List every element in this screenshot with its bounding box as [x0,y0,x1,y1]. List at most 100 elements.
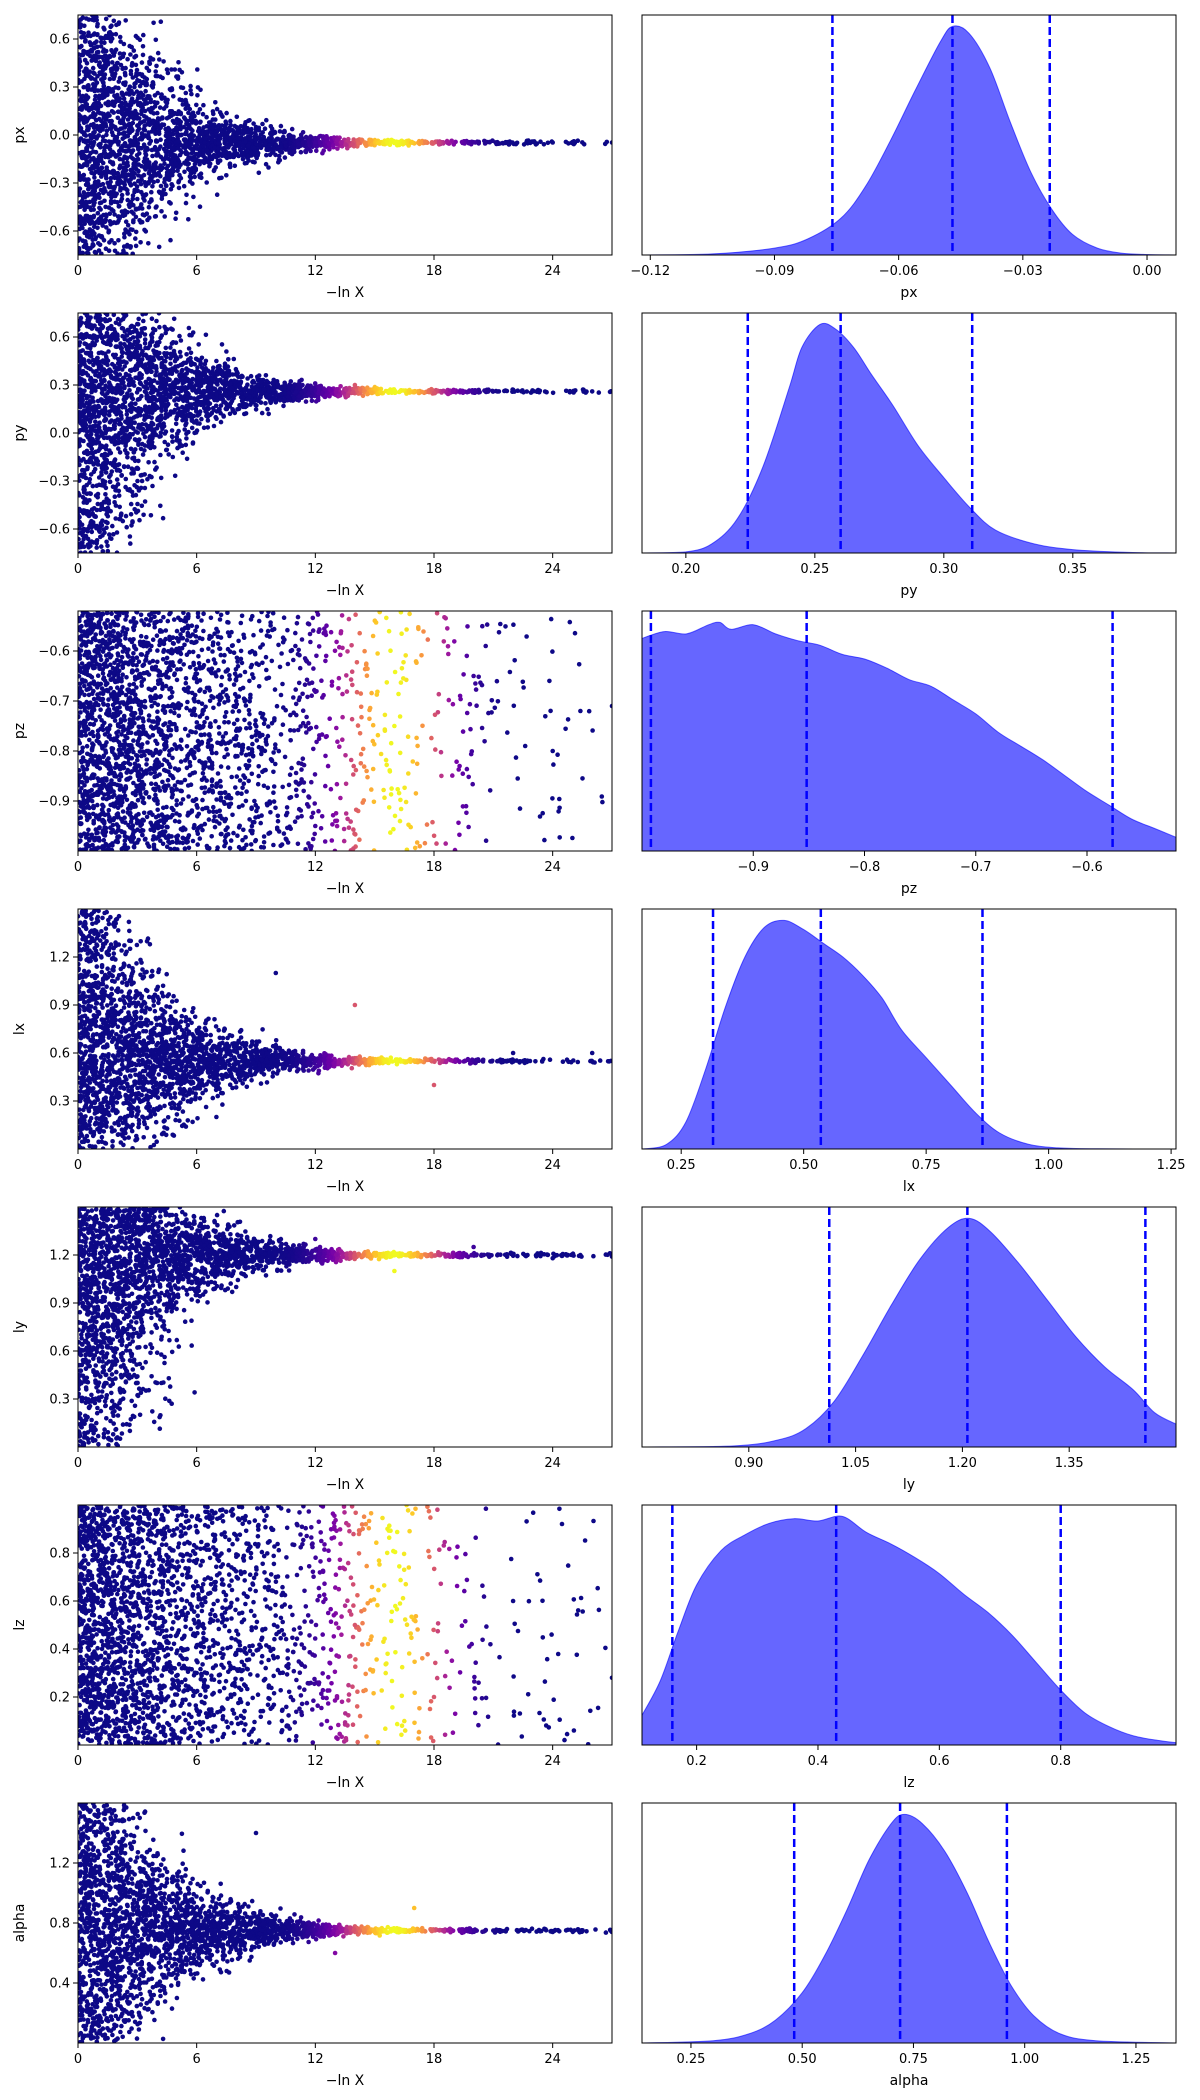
x-tick-label: 24 [544,2052,561,2067]
x-tick-label: −0.6 [1071,860,1103,875]
density-area [642,1515,1176,1745]
x-tick-label: 24 [544,1456,561,1471]
y-tick-label: −0.7 [38,695,70,710]
axes-frame [77,312,613,554]
x-tick-label: 18 [426,860,443,875]
y-tick-label: 0.9 [49,1297,70,1312]
sample-point [411,1905,417,1911]
sample-point [105,1808,110,1813]
y-tick-label: −0.6 [38,225,70,240]
x-tick-label: 0.50 [789,1158,818,1173]
sample-point [609,1675,612,1681]
marginal-panel-px: −0.12 −0.09 −0.06 −0.03 0.00 px [630,14,1177,301]
y-tick-label: −0.6 [38,523,70,538]
x-tick-label: 6 [193,2052,201,2067]
axes-frame [77,908,613,1150]
sample-point [471,673,476,679]
sample-point [510,1050,516,1056]
x-tick-label: 6 [193,562,201,577]
sample-point [253,124,259,130]
sample-point [431,1694,437,1700]
trace-panel-pz: 0 6 12 18 24 −0.9 −0.8 −0.7 −0.6 −ln X pz [12,610,613,897]
x-tick-label: 24 [544,1158,561,1173]
x-tick-label: 0.8 [1050,1754,1071,1769]
x-tick-label: 0 [74,264,82,279]
x-tick-label: −0.03 [1003,264,1043,279]
sample-cloud [78,1505,612,1745]
x-tick-label: 18 [426,264,443,279]
x-tick-label: 1.00 [1010,2052,1039,2067]
y-tick-label: 0.6 [49,1345,70,1360]
x-tick-label: 0 [74,1456,82,1471]
sample-point [313,823,318,829]
x-tick-label: −0.7 [960,860,992,875]
y-tick-label: 1.2 [49,951,70,966]
sample-point [214,358,219,364]
x-axis-label: −ln X [326,583,365,599]
x-tick-label: 0.50 [788,2052,817,2067]
y-tick-label: −0.8 [38,745,70,760]
sample-cloud [78,611,612,851]
y-axis-label: alpha [12,1904,28,1943]
density-area [642,322,1176,553]
y-tick-label: 0.3 [49,1393,70,1408]
sample-point [352,1002,358,1008]
x-axis-label: −ln X [326,285,365,301]
axes-frame [77,1206,613,1448]
x-tick-label: 18 [426,2052,443,2067]
x-axis-label: −ln X [326,2073,365,2089]
x-tick-label: 0 [74,2052,82,2067]
x-tick-label: 12 [307,1158,324,1173]
x-tick-label: 0 [74,860,82,875]
y-tick-label: 0.8 [49,1917,70,1932]
y-tick-label: 0.3 [49,379,70,394]
density-area [642,621,1176,851]
x-axis-label: ly [903,1477,915,1493]
sample-point [174,414,180,420]
x-tick-label: 1.35 [1055,1456,1084,1471]
y-tick-label: 0.6 [49,331,70,346]
x-axis-label: −ln X [326,881,365,897]
y-axis-label: ly [12,1321,28,1333]
y-tick-label: 0.3 [49,81,70,96]
sample-point [135,334,140,340]
marginal-panel-alpha: 0.25 0.50 0.75 1.00 1.25 alpha [641,1802,1177,2089]
x-tick-label: 0.75 [912,1158,941,1173]
x-tick-label: 12 [307,1456,324,1471]
sample-point [491,1928,496,1933]
x-tick-label: 6 [193,264,201,279]
y-tick-label: 1.2 [49,1857,70,1872]
sample-point [273,970,279,976]
x-tick-label: 18 [426,1754,443,1769]
x-tick-label: 0 [74,1754,82,1769]
sample-point [431,390,437,396]
y-tick-label: 0.4 [49,1977,70,1992]
sample-point [471,1244,476,1250]
x-tick-label: 0.25 [800,562,829,577]
x-tick-label: 1.20 [948,1456,977,1471]
x-tick-label: 6 [193,1456,201,1471]
sample-point [154,773,160,779]
x-tick-label: 0.75 [899,2052,928,2067]
sample-point [609,1929,612,1935]
sample-point [332,1950,338,1956]
x-tick-label: 1.00 [1034,1158,1063,1173]
sample-point [550,1255,555,1261]
axes-frame [641,14,1177,256]
sample-point [471,139,476,145]
x-tick-label: 0 [74,1158,82,1173]
x-tick-label: 6 [193,1754,201,1769]
marginal-panel-pz: −0.9 −0.8 −0.7 −0.6 pz [641,610,1177,897]
x-tick-label: 0.35 [1058,562,1087,577]
sample-point [85,1436,91,1442]
sample-point [85,1730,91,1736]
sample-point [115,1514,120,1520]
x-tick-label: 6 [193,1158,201,1173]
y-tick-label: −0.6 [38,645,70,660]
sample-point [85,1138,91,1144]
sample-point [273,398,279,404]
density-area [642,1217,1176,1447]
x-tick-label: 6 [193,860,201,875]
trace-panel-lx: 0 6 12 18 24 0.3 0.6 0.9 1.2 −ln X lx [12,908,613,1195]
